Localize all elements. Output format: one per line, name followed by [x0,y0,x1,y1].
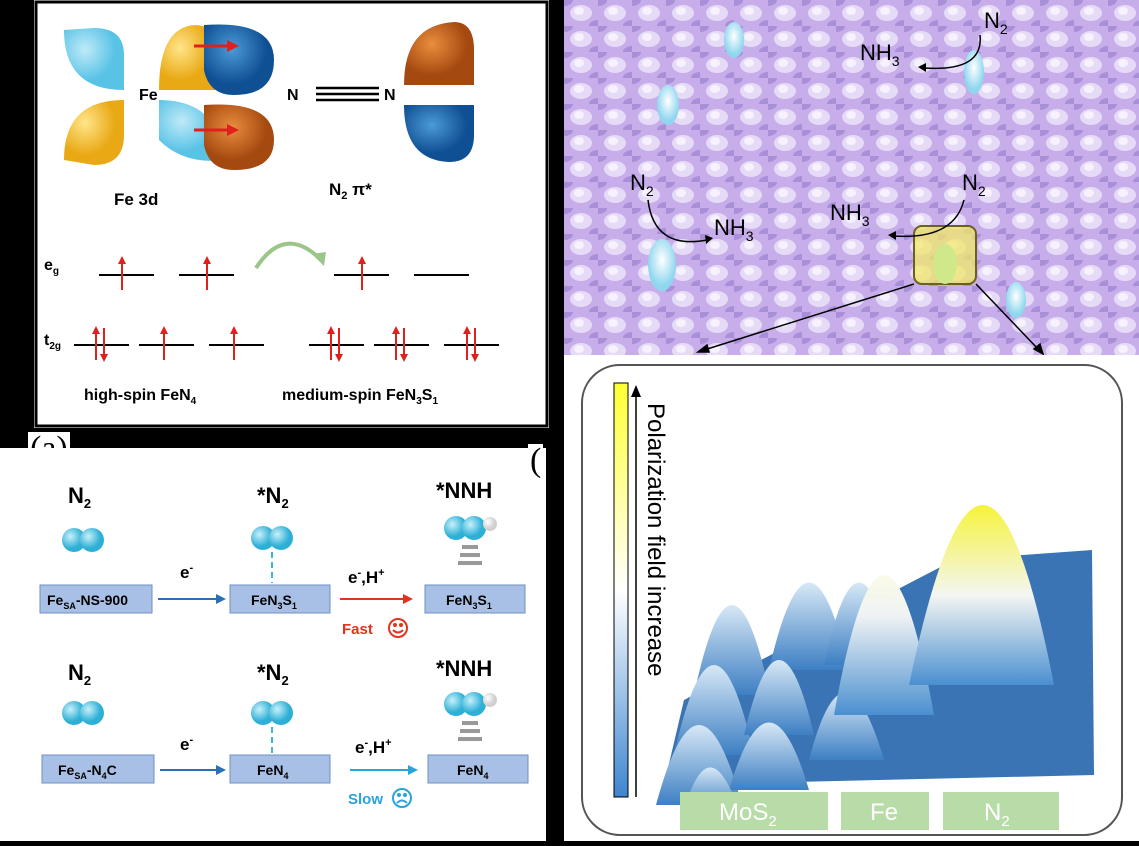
mos2-tag-label: MoS2 [719,799,777,830]
mechanism-panel: N2 FeSA-NS-900 e- *N2 FeN3S1 e-,H+ Fast … [0,448,546,841]
n2-label: N2 [962,170,986,199]
spin-arrows [92,256,479,362]
n2-label: N2 [984,8,1008,37]
n2-pi-label: N2 π* [329,180,372,202]
nnh-molecule [444,692,497,716]
reaction-arrow [923,34,981,70]
panel-c-label: ( [528,442,544,479]
star-n2-label: *N2 [257,660,289,688]
n2-molecule [62,528,104,552]
n2-molecule [251,701,293,725]
catalyst-label: FeN4 [257,762,288,781]
n2-label: N2 [68,483,91,511]
nh3-label: NH3 [830,200,870,229]
surface-illustration: N2 NH3 N2 NH3 N2 NH3 [564,0,1139,355]
color-bar [613,382,629,798]
electron-label: e- [180,562,193,582]
n2-molecule [62,701,104,725]
nnh-label: *NNH [436,478,492,503]
fe-site [724,22,744,58]
axis-label: Polarization field increase [642,403,669,676]
orbital-lobe [404,22,474,85]
fe-tag-label: Fe [870,799,898,826]
fe-3d-label: Fe 3d [114,190,158,209]
bond-indicator [458,545,482,565]
catalyst-label: FeN3S1 [446,592,492,611]
n2-label: N2 [68,660,91,688]
overlap-arrow [194,40,239,136]
surface-panel: N2 NH3 N2 NH3 N2 NH3 [564,0,1139,355]
orbital-diagram: Fe N N Fe 3d N2 π* eg t2g [34,0,549,428]
electron-proton-label: e-,H+ [348,567,385,587]
catalyst-box [427,754,529,784]
polarization-panel: Polarization field increase MoS2 Fe N2 [564,355,1139,841]
nnh-label: *NNH [436,656,492,681]
catalyst-label: FeN4 [457,762,488,781]
triple-bond [316,86,379,102]
transition-arrow [254,241,326,270]
orbital-lobe [204,24,274,96]
nnh-molecule [444,516,497,540]
fe-site [657,85,679,125]
mos2-tag [680,792,828,830]
increase-arrow [631,385,641,797]
fe-site [648,239,676,291]
n2-tag [943,792,1059,830]
high-spin-label: high-spin FeN4 [84,387,197,407]
fe-tag [841,792,929,830]
mos2-peak [729,722,809,790]
fe-label: Fe [139,87,158,104]
orbital-lobe [64,28,124,90]
reaction-arrow [893,199,965,238]
catalyst-label: FeSA-NS-900 [47,592,128,611]
reaction-arrow [158,594,226,604]
catalyst-box [41,754,155,784]
catalyst-box [229,584,331,614]
n-label: N [287,87,299,104]
fe-site [1006,282,1026,318]
n2-peak [909,505,1054,685]
star-n2-label: *N2 [257,483,289,511]
slow-label: Slow [348,791,383,808]
n2-label: N2 [630,170,654,199]
nh3-label: NH3 [714,215,754,244]
reaction-arrow [160,765,226,775]
fe-site [933,244,957,284]
catalyst-box [229,754,331,784]
orbital-lobe [64,100,124,165]
catalyst-label: FeSA-N4C [58,762,117,781]
orbital-lobe [404,105,474,162]
nh3-label: NH3 [860,40,900,69]
orbital-lobe [204,104,274,170]
reaction-arrow [350,765,418,775]
fast-label: Fast [342,621,373,638]
reaction-arrow [647,199,708,243]
sad-face-icon [392,788,412,808]
electron-proton-label: e-,H+ [355,737,392,757]
n2-tag-label: N2 [984,799,1010,830]
mos2-peak [744,660,814,735]
polarization-field-plot: Polarization field increase MoS2 Fe N2 [581,364,1123,836]
energy-levels [74,274,499,346]
mos2-peak [809,692,884,760]
bond-indicator [458,721,482,741]
orbital-panel: Fe N N Fe 3d N2 π* eg t2g [34,0,549,428]
catalyst-box [424,584,526,614]
eg-label: eg [44,257,59,277]
medium-spin-label: medium-spin FeN3S1 [282,387,438,407]
mechanism-diagram: N2 FeSA-NS-900 e- *N2 FeN3S1 e-,H+ Fast … [39,478,529,808]
n-label: N [384,87,396,104]
catalyst-box [39,584,153,614]
fe-peak [834,575,934,715]
electron-label: e- [180,734,193,754]
n2-molecule [251,526,293,550]
happy-face-icon [388,618,408,638]
catalyst-label: FeN3S1 [251,592,297,611]
reaction-arrow [340,594,413,604]
t2g-label: t2g [44,332,61,352]
zoom-lines [695,283,1045,355]
